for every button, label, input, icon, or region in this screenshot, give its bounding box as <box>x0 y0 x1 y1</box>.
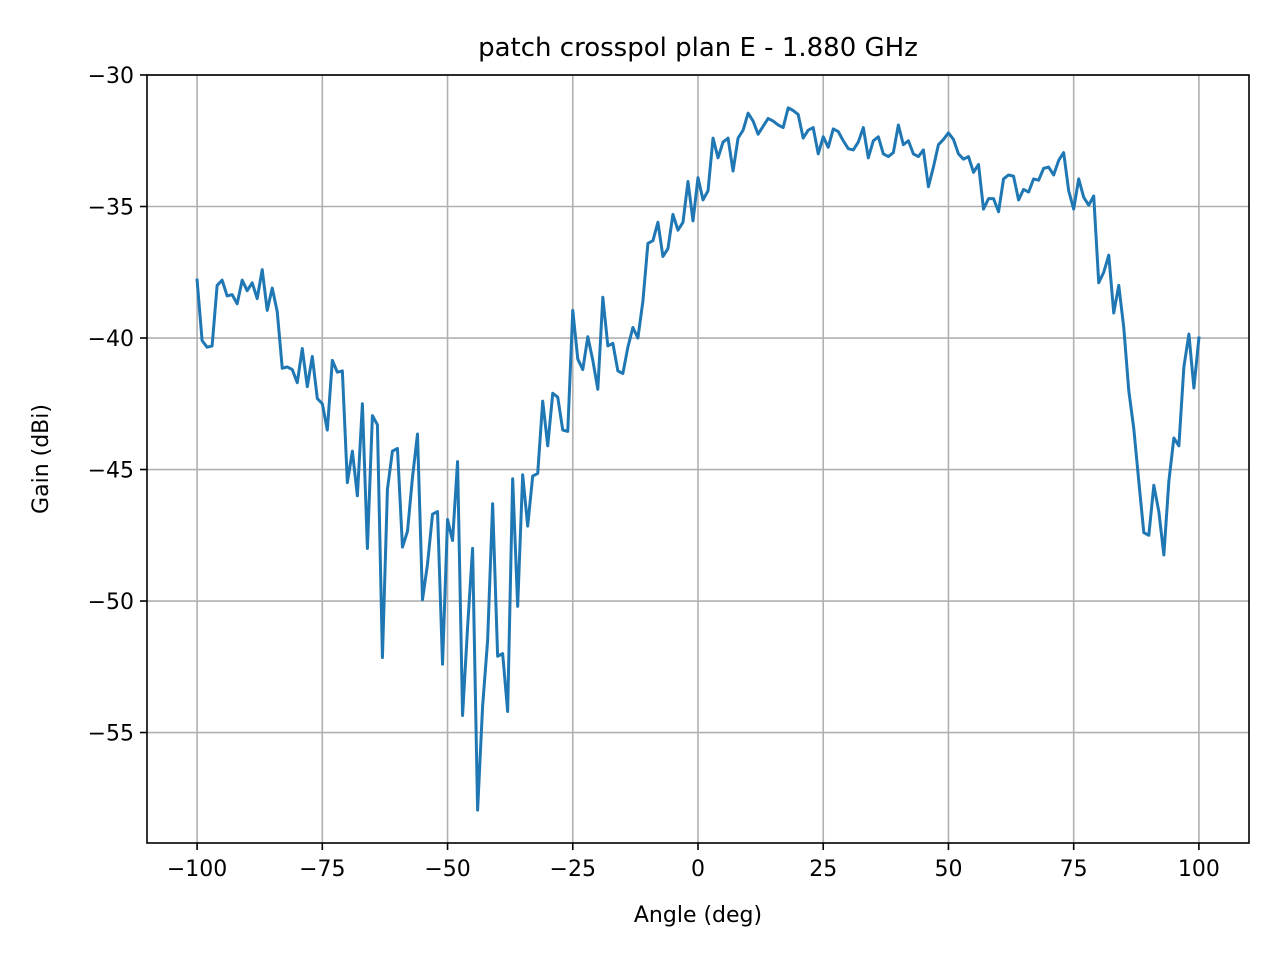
x-tick-label: 75 <box>1060 857 1088 882</box>
y-tick-label: −35 <box>88 196 134 221</box>
y-tick-label: −30 <box>88 64 134 89</box>
y-tick-label: −50 <box>88 590 134 615</box>
x-tick-label: −50 <box>424 857 470 882</box>
axes: −100 −75 −50 −25 0 25 50 75 100 −30 −35 −40 −45 −50 −5… <box>88 64 1220 882</box>
chart-title: patch crosspol plan E - 1.880 GHz <box>478 33 918 63</box>
series-line-0 <box>195 106 1201 812</box>
x-axis-label: Angle (deg) <box>634 903 762 928</box>
x-tick-label: 100 <box>1178 857 1220 882</box>
y-tick-label: −55 <box>88 722 134 747</box>
x-tick-label: −100 <box>167 857 227 882</box>
x-tick-label: 25 <box>809 857 837 882</box>
x-tick-label: −25 <box>550 857 596 882</box>
grid <box>147 74 1249 843</box>
x-tick-label: 0 <box>691 857 705 882</box>
x-tick-label: −75 <box>299 857 345 882</box>
y-axis-label: Gain (dBi) <box>29 404 54 514</box>
series-layer <box>195 106 1201 812</box>
y-tick-label: −45 <box>88 459 134 484</box>
x-tick-label: 50 <box>934 857 962 882</box>
y-tick-label: −40 <box>88 327 134 352</box>
